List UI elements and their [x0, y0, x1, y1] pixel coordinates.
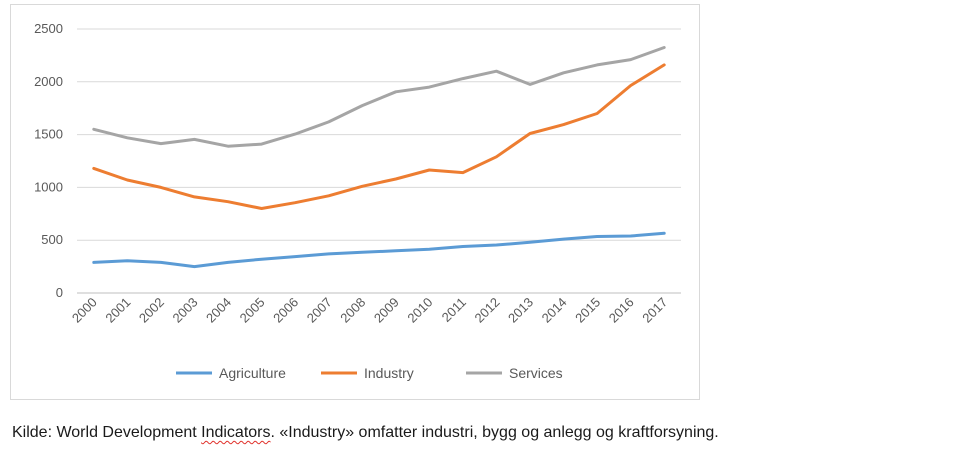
series-line-industry	[92, 63, 666, 210]
legend-label-services: Services	[509, 365, 563, 381]
x-tick-label: 2002	[136, 295, 167, 326]
y-tick-label: 2000	[34, 74, 63, 89]
caption-misspelled-word: Indicators	[201, 424, 271, 441]
legend: Agriculture Industry Services	[176, 365, 563, 381]
x-tick-label: 2011	[439, 295, 469, 325]
x-tick-label: 2004	[203, 295, 234, 326]
x-tick-label: 2001	[102, 295, 133, 326]
x-tick-label: 2009	[371, 295, 402, 326]
gridlines	[77, 28, 681, 294]
y-tick-label: 2500	[34, 21, 63, 36]
chart-area: 0 500 1000 1500 2000 2500 2000 2001 2002 2003 200…	[10, 4, 700, 400]
x-tick-label: 2000	[69, 295, 100, 326]
x-tick-label: 2013	[505, 295, 536, 326]
x-tick-label: 2003	[170, 295, 201, 326]
caption-suffix: . «Industry» omfatter industri, bygg og …	[270, 424, 719, 441]
x-tick-label: 2016	[606, 295, 637, 326]
caption-prefix: Kilde: World Development	[12, 424, 202, 441]
legend-label-agriculture: Agriculture	[219, 365, 286, 381]
x-tick-label: 2017	[639, 295, 670, 326]
x-tick-label: 2006	[270, 295, 301, 326]
x-axis-ticks: 2000 2001 2002 2003 2004 2005 2006 2007 2008 2009…	[69, 295, 671, 326]
x-tick-label: 2008	[337, 295, 368, 326]
x-tick-label: 2010	[404, 295, 435, 326]
x-tick-label: 2012	[472, 295, 503, 326]
legend-label-industry: Industry	[364, 365, 414, 381]
y-tick-label: 500	[41, 232, 63, 247]
series-lines	[92, 46, 666, 269]
y-tick-label: 0	[56, 285, 63, 300]
x-tick-label: 2015	[572, 295, 603, 326]
x-tick-label: 2014	[539, 295, 570, 326]
x-tick-label: 2005	[237, 295, 268, 326]
series-line-services	[92, 46, 666, 148]
y-tick-label: 1000	[34, 179, 63, 194]
x-tick-label: 2007	[304, 295, 335, 326]
y-tick-label: 1500	[34, 127, 63, 142]
series-line-agriculture	[92, 231, 666, 269]
y-axis-ticks: 0 500 1000 1500 2000 2500	[34, 21, 63, 300]
source-caption: Kilde: World Development Indicators. «In…	[12, 424, 719, 442]
